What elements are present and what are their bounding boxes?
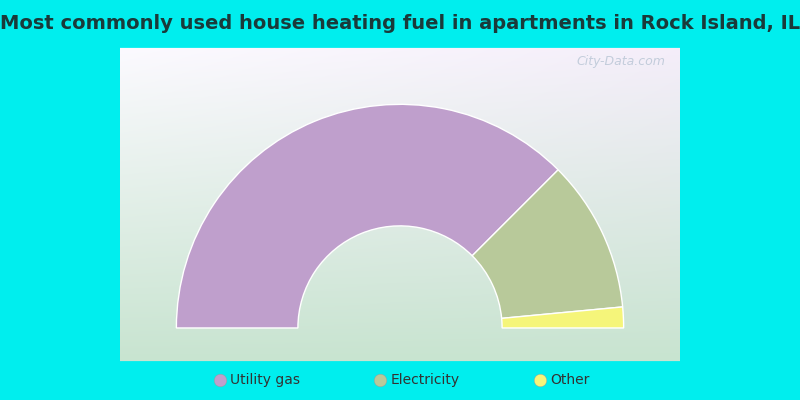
- Text: Utility gas: Utility gas: [230, 373, 301, 387]
- Text: City-Data.com: City-Data.com: [577, 56, 666, 68]
- Wedge shape: [502, 307, 624, 328]
- Text: Other: Other: [550, 373, 590, 387]
- Wedge shape: [176, 104, 558, 328]
- Wedge shape: [472, 170, 622, 318]
- Text: Electricity: Electricity: [390, 373, 459, 387]
- Text: Most commonly used house heating fuel in apartments in Rock Island, IL: Most commonly used house heating fuel in…: [0, 14, 800, 34]
